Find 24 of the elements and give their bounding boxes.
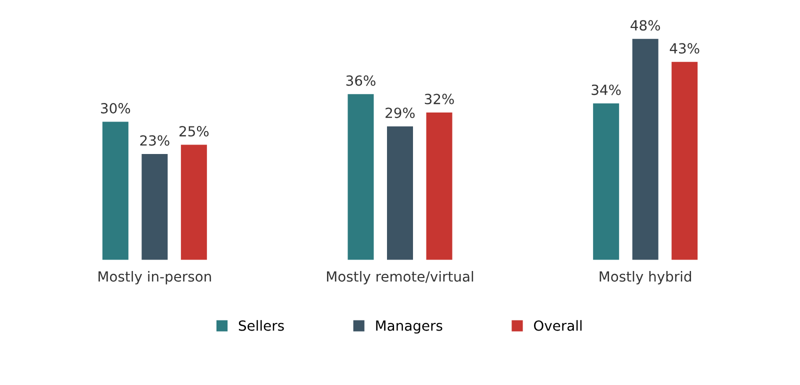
- x-tick-label: Mostly remote/virtual: [327, 270, 474, 284]
- bar: [593, 103, 620, 260]
- bar: [632, 38, 658, 260]
- data-label: 36%: [346, 75, 376, 86]
- data-label: 43%: [670, 43, 700, 54]
- data-label: 30%: [101, 102, 130, 114]
- data-label: 23%: [140, 135, 170, 146]
- bar: [426, 112, 452, 260]
- x-tick-label: Mostly hybrid: [600, 270, 692, 284]
- legend-label: Managers: [376, 320, 442, 334]
- legend-label: Overall: [534, 320, 582, 331]
- data-label: 29%: [386, 108, 415, 118]
- bar: [142, 154, 168, 260]
- bar: [672, 62, 698, 260]
- legend-label: Sellers: [238, 320, 284, 331]
- data-label: 25%: [180, 126, 209, 137]
- bar: [180, 144, 207, 260]
- bar: [386, 126, 414, 260]
- bar: [348, 94, 374, 260]
- data-label: 34%: [592, 84, 621, 96]
- bar: [102, 122, 128, 260]
- data-label: 48%: [630, 20, 660, 31]
- data-label: 32%: [424, 94, 454, 104]
- x-tick-label: Mostly in-person: [98, 270, 211, 284]
